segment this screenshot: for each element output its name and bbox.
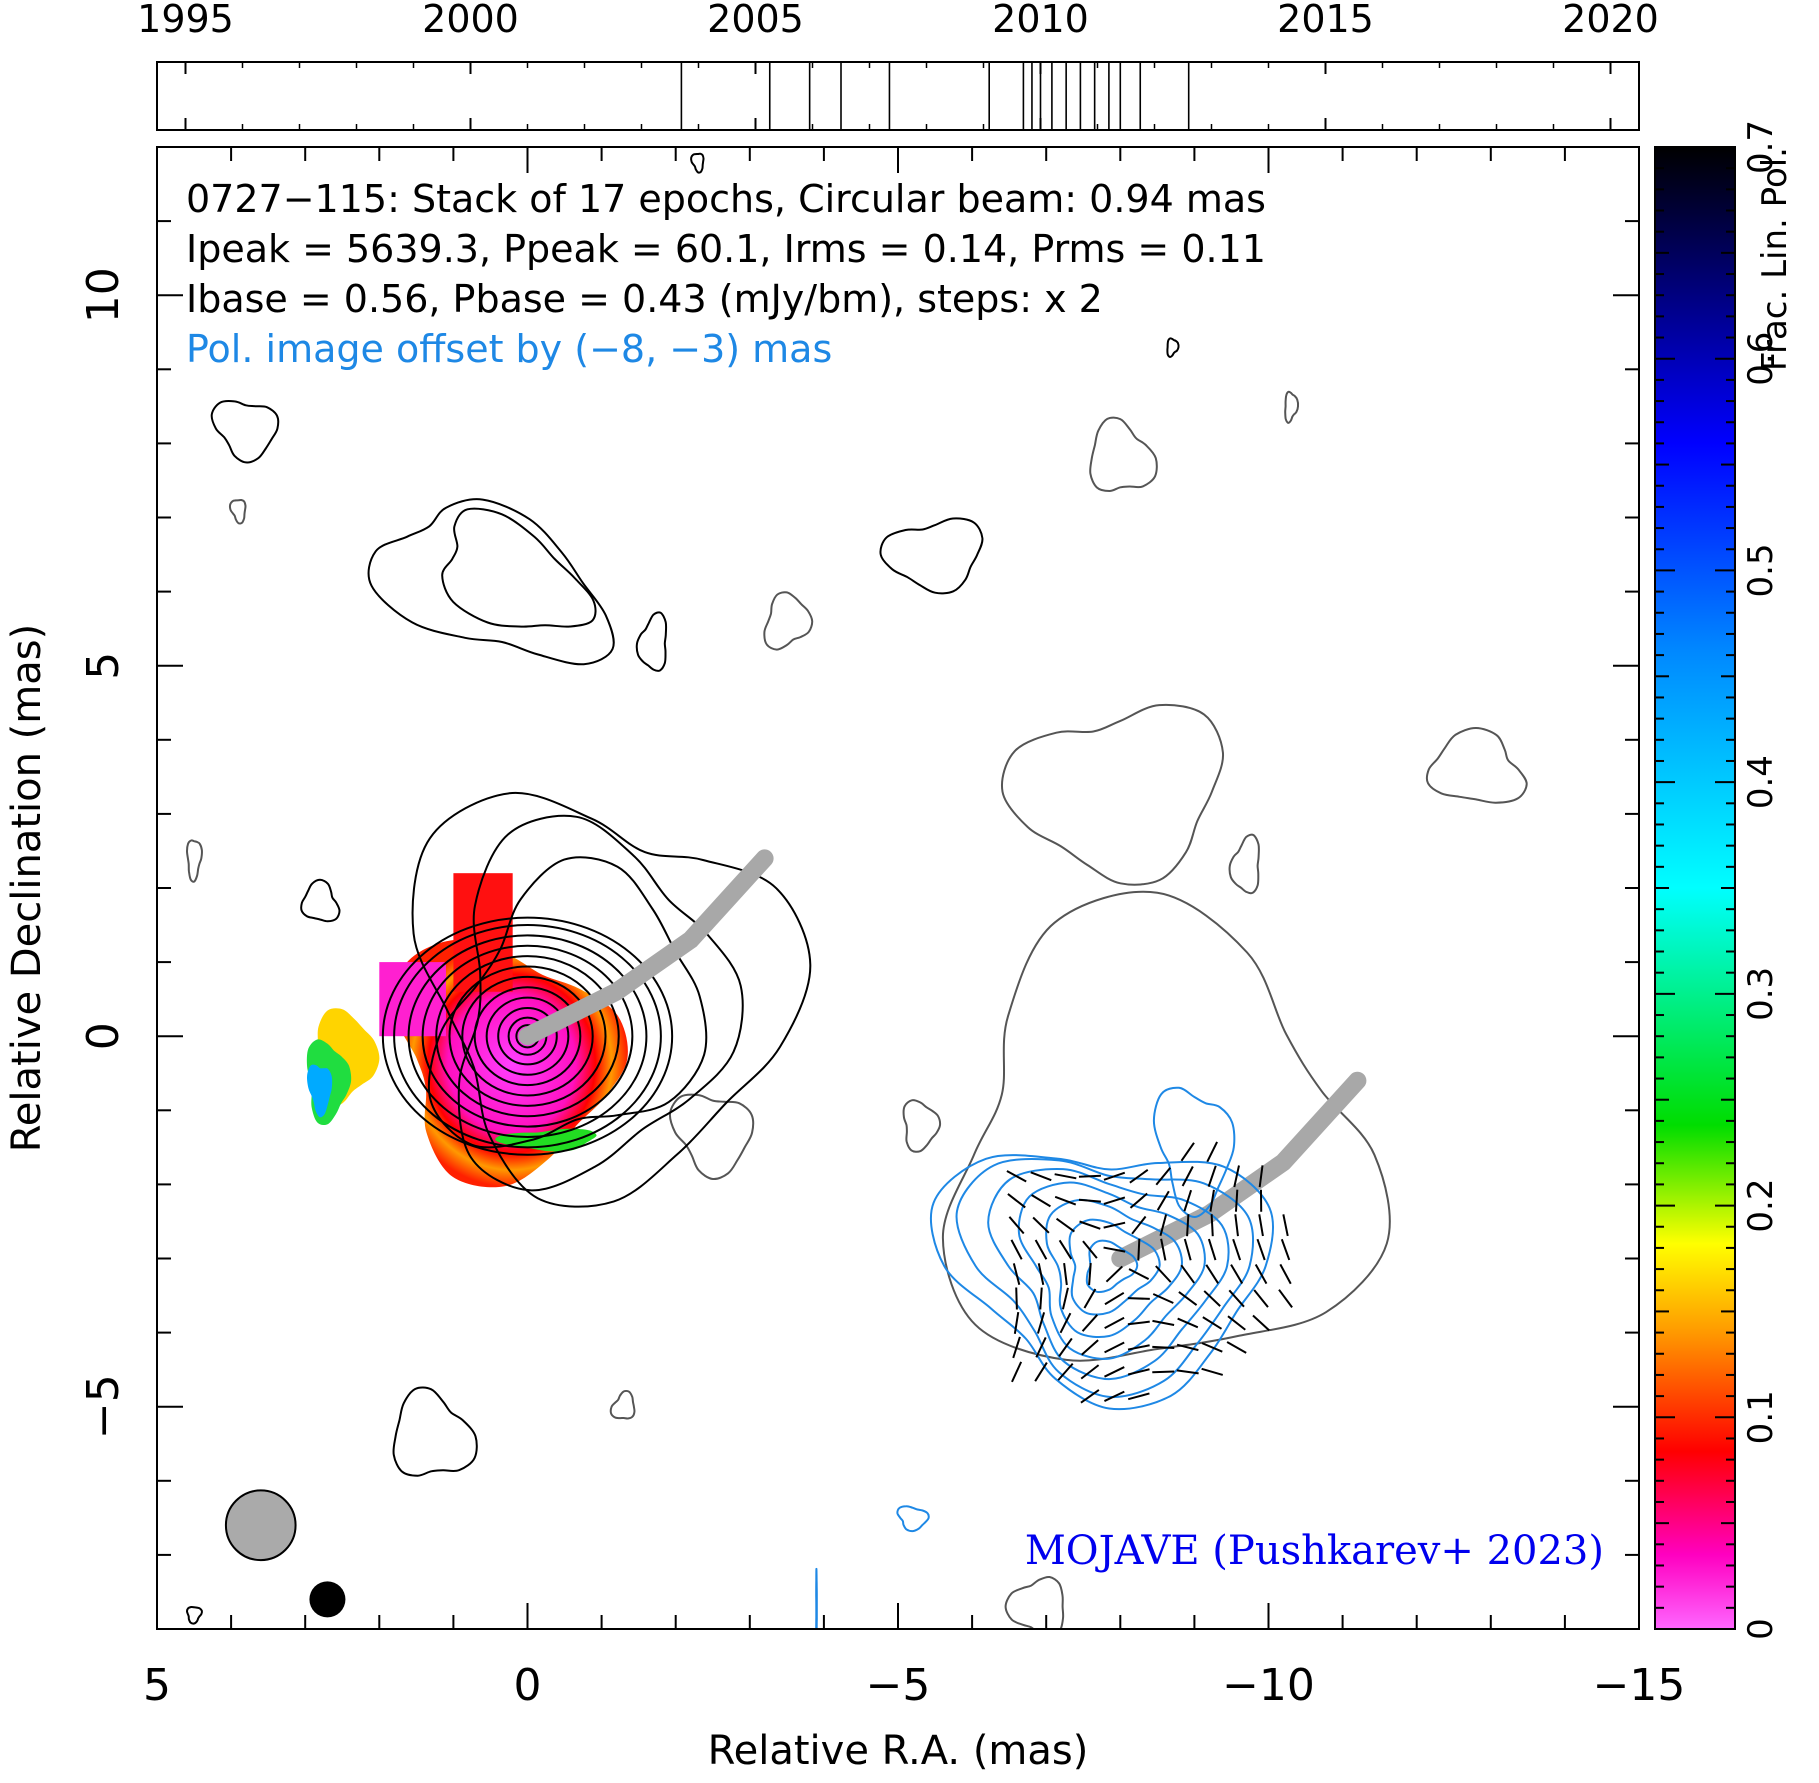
timeline-epoch-marks: [681, 62, 1188, 130]
x-axis-label: Relative R.A. (mas): [708, 1728, 1089, 1774]
timeline-tick-label: 2005: [707, 0, 804, 41]
x-tick-label: −10: [1222, 1660, 1315, 1711]
y-tick-label: −5: [78, 1374, 129, 1439]
annotation-line-1: 0727−115: Stack of 17 epochs, Circular b…: [186, 177, 1266, 221]
colorbar-tick-label: 0: [1741, 1618, 1781, 1640]
colorbar: 00.10.20.30.40.50.60.7 Frac. Lin. Pol.: [1655, 120, 1795, 1640]
y-tick-label: 0: [78, 1022, 129, 1050]
frac-pol-red-block: [453, 873, 512, 992]
y-tick-labels: −5 0 5 10: [78, 267, 129, 1439]
colorbar-tick-label: 0.4: [1741, 755, 1781, 809]
timeline-tick-label: 2020: [1562, 0, 1659, 41]
black-dot-mark: [309, 1581, 345, 1617]
timeline-tick-label: 2010: [992, 0, 1089, 41]
evpa-tick: [1152, 1371, 1174, 1372]
main-map: 5 0 −5 −10 −15 −5 0 5 10 Relative R.A. (mas) Re…: [4, 147, 1685, 1774]
evpa-tick: [1138, 1239, 1139, 1261]
evpa-tick: [1016, 1288, 1017, 1310]
evpa-tick: [1152, 1347, 1174, 1348]
timeline-ticks: [186, 62, 1611, 130]
evpa-tick: [1079, 1176, 1101, 1177]
annotation-offset: Pol. image offset by (−8, −3) mas: [186, 327, 832, 371]
evpa-tick: [1187, 1214, 1188, 1236]
y-tick-label: 5: [78, 652, 129, 680]
y-tick-label: 10: [78, 267, 129, 323]
timeline-tick-label: 1995: [137, 0, 234, 41]
beam-ellipse: [226, 1490, 296, 1560]
annotation-line-3: Ibase = 0.56, Pbase = 0.43 (mJy/bm), ste…: [186, 277, 1103, 321]
x-tick-labels: 5 0 −5 −10 −15: [143, 1660, 1685, 1711]
y-axis-label: Relative Declination (mas): [4, 624, 50, 1152]
pol-noise-contour: [816, 1569, 817, 1646]
colorbar-tick-label: 0.5: [1741, 543, 1781, 597]
evpa-tick: [1212, 1214, 1213, 1236]
x-tick-label: 0: [514, 1660, 542, 1711]
timeline-frame: [157, 62, 1639, 130]
timeline-panel: 1995 2000 2005 2010 2015 2020: [137, 0, 1659, 130]
timeline-tick-label: 2015: [1277, 0, 1374, 41]
colorbar-tick-label: 0.1: [1741, 1390, 1781, 1444]
colorbar-tick-label: 0.2: [1741, 1179, 1781, 1233]
evpa-tick: [1128, 1298, 1150, 1299]
colorbar-label: Frac. Lin. Pol.: [1755, 147, 1795, 371]
credit-label: MOJAVE (Pushkarev+ 2023): [1025, 1528, 1604, 1574]
timeline-tick-label: 2000: [422, 0, 519, 41]
x-tick-label: −5: [866, 1660, 931, 1711]
colorbar-tick-label: 0.3: [1741, 967, 1781, 1021]
annotation-line-2: Ipeak = 5639.3, Ppeak = 60.1, Irms = 0.1…: [186, 227, 1266, 271]
x-tick-label: 5: [143, 1660, 171, 1711]
evpa-tick: [1236, 1190, 1237, 1212]
x-tick-label: −15: [1593, 1660, 1686, 1711]
timeline-labels: 1995 2000 2005 2010 2015 2020: [137, 0, 1659, 41]
